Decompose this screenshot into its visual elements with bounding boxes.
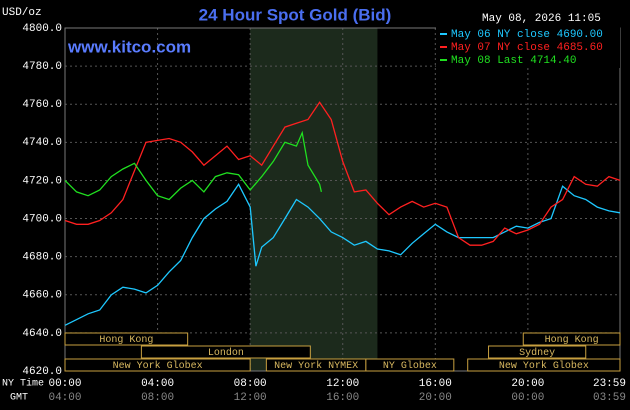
session-label: Sydney	[519, 347, 555, 359]
x2-tick-label: 16:00	[326, 392, 359, 404]
session-box	[64, 358, 251, 372]
session-label: Hong Kong	[99, 335, 153, 346]
x2-tick-label: 04:00	[48, 392, 81, 404]
session-label: London	[208, 347, 244, 359]
x-tick-label: 04:00	[141, 378, 174, 390]
legend-label: May 08 Last 4714.40	[451, 55, 576, 67]
y-tick-label: 4620.0	[22, 366, 62, 378]
session-label: New York Globex	[499, 360, 589, 372]
session-box	[488, 345, 587, 359]
session-box	[522, 332, 621, 346]
x2-tick-label: 12:00	[234, 392, 267, 404]
y-tick-label: 4660.0	[22, 290, 62, 302]
session-box	[365, 358, 455, 372]
x2-tick-label: 20:00	[419, 392, 452, 404]
chart-title: 24 Hour Spot Gold (Bid)	[199, 5, 392, 24]
session-box	[140, 345, 311, 359]
session-label: Hong Kong	[545, 335, 599, 346]
x-tick-label: 16:00	[419, 378, 452, 390]
site-label: www.kitco.com	[67, 37, 191, 56]
shaded-span	[250, 28, 378, 371]
y-tick-label: 4740.0	[22, 137, 62, 149]
y-tick-label: 4720.0	[22, 175, 62, 187]
session-label: New York NYMEX	[274, 360, 358, 372]
series-line	[64, 183, 621, 326]
x-row-label: NY Time	[2, 378, 44, 390]
x-tick-label: 23:59	[593, 378, 626, 390]
session-box	[64, 332, 189, 346]
x-tick-label: 20:00	[511, 378, 544, 390]
session-box	[467, 358, 621, 372]
series-line	[64, 101, 621, 246]
y-tick-label: 4800.0	[22, 23, 62, 35]
session-label: New York Globex	[113, 360, 203, 372]
y-tick-label: 4780.0	[22, 61, 62, 73]
session-label: NY Globex	[383, 360, 437, 372]
x-tick-label: 00:00	[48, 378, 81, 390]
x2-row-label: GMT	[10, 393, 28, 404]
x-tick-label: 12:00	[326, 378, 359, 390]
unit: USD/oz	[2, 7, 42, 19]
y-tick-label: 4680.0	[22, 252, 62, 264]
y-tick-label: 4700.0	[22, 213, 62, 225]
timestamp: May 08, 2026 11:05	[482, 13, 601, 25]
x2-tick-label: 03:59	[593, 392, 626, 404]
x2-tick-label: 00:00	[511, 392, 544, 404]
x-tick-label: 08:00	[234, 378, 267, 390]
y-tick-label: 4760.0	[22, 99, 62, 111]
legend-label: May 07 NY close 4685.60	[451, 42, 603, 54]
series-line	[64, 130, 323, 201]
legend-box	[436, 26, 620, 68]
x2-tick-label: 08:00	[141, 392, 174, 404]
y-tick-label: 4640.0	[22, 328, 62, 340]
legend-label: May 06 NY close 4690.00	[451, 29, 603, 41]
